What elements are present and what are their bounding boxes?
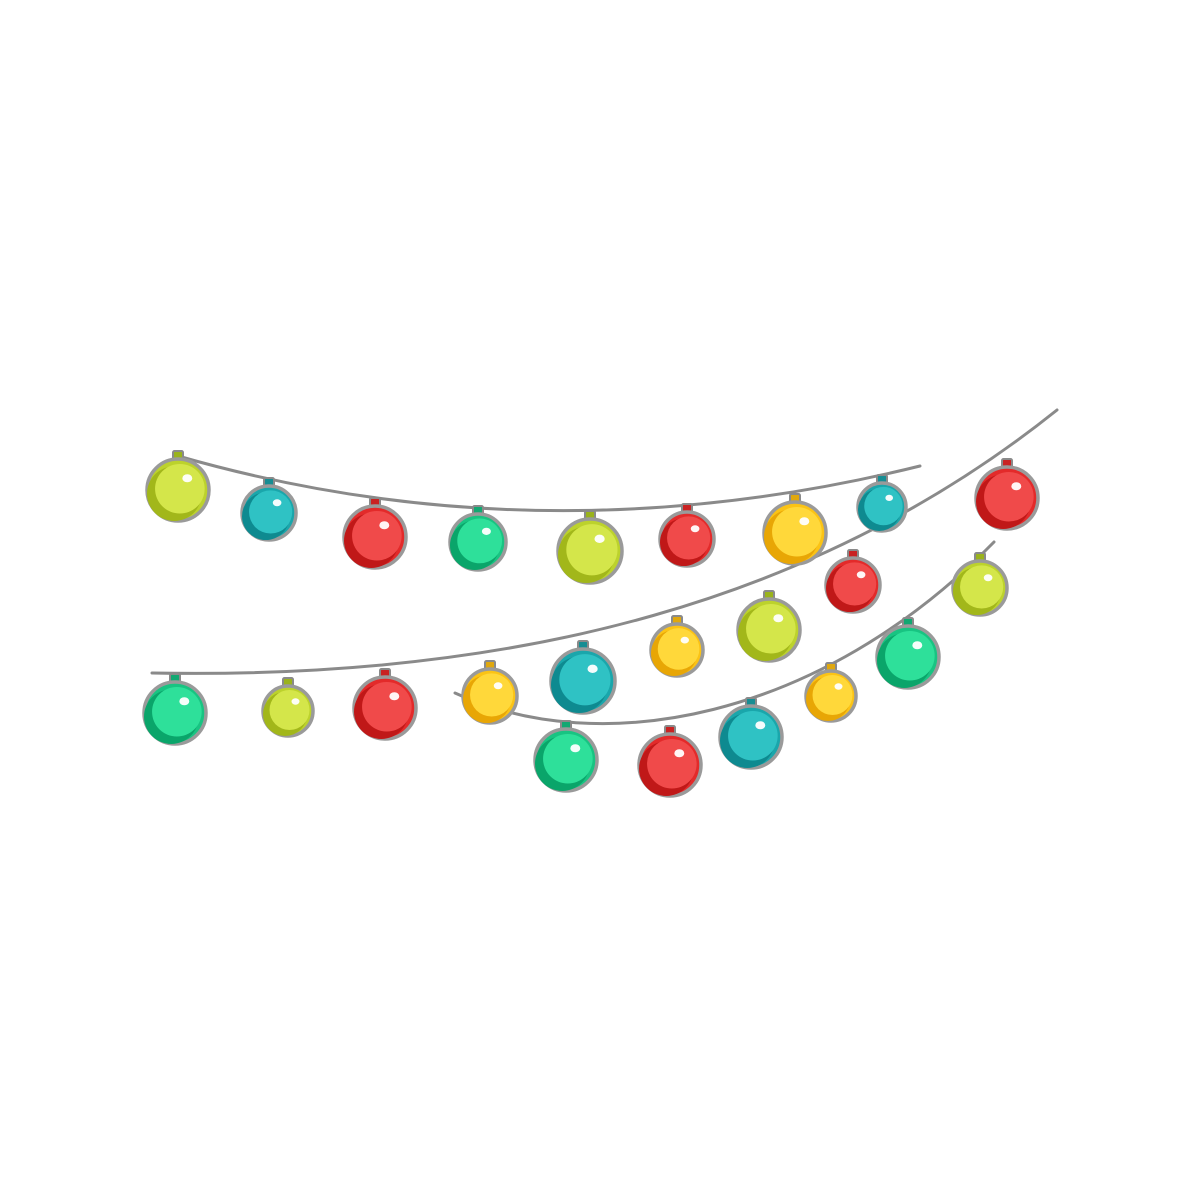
bulb-face [647,738,697,789]
bulb-face [772,506,822,557]
middle-garland-bulb-red [352,668,418,741]
bulb-face [559,654,611,706]
bulb-highlight [587,664,598,674]
bulb-highlight [690,525,700,533]
bulb-face [833,562,877,606]
bulb-highlight [182,474,193,483]
lower-garland-bulb-lime [951,552,1009,617]
bulb-highlight [674,749,685,758]
bulb-face [155,463,205,514]
bulb-face [885,630,935,681]
bulb-highlight [179,697,190,706]
bulb-highlight [481,527,491,535]
bulb-face [269,690,310,730]
middle-garland-bulb-lime [261,677,315,738]
bulb-face [566,524,618,576]
upper-garland-bulb-teal [856,474,908,533]
bulb-highlight [291,698,300,705]
lower-garland-bulb-green [875,617,941,690]
wires [150,408,1059,726]
bulb-face [746,603,796,654]
bulb-highlight [856,571,866,579]
middle-garland-bulb-green [142,673,208,746]
bulb-highlight [680,636,689,644]
bulb-highlight [379,521,390,530]
bulb-highlight [1011,482,1022,491]
upper-garland-bulb-red [658,503,716,568]
bulb-highlight [570,744,581,753]
middle-garland-bulbs [142,458,1040,746]
upper-garland-bulb-lime [556,510,624,585]
bulb-face [667,516,711,560]
bulb-highlight [834,683,843,690]
upper-garland-bulb-red [342,497,408,570]
middle-garland-bulb-teal [549,640,617,715]
bulb-face [728,710,778,761]
middle-garland-bulb-lime [736,590,802,663]
upper-garland-bulb-teal [240,477,298,542]
upper-garland-bulb-lime [145,450,211,523]
middle-garland-bulb-yellow [461,660,519,725]
bulb-highlight [493,682,503,690]
lower-garland-bulb-red [637,725,703,798]
bulb-highlight [389,692,400,701]
bulb-highlight [773,614,784,623]
bulb-face [249,490,293,534]
bulb-face [984,471,1034,522]
bulb-highlight [755,721,766,730]
lower-garland-bulb-yellow [804,662,858,723]
bulb-face [657,628,700,670]
bulb-highlight [885,494,894,501]
middle-garland-wire [150,408,1059,675]
bulb-highlight [799,517,810,526]
bulb-face [352,510,402,561]
bulb-face [470,673,514,717]
lower-garland-wire [453,540,996,726]
bulb-face [960,565,1004,609]
lower-garland-bulbs [533,552,1009,798]
bulb-face [812,675,853,715]
middle-garland-bulb-yellow [649,615,705,678]
bulb-highlight [272,499,282,507]
upper-garland-bulb-green [448,505,508,572]
bulb-face [152,686,202,737]
middle-garland-bulb-red [824,549,882,614]
upper-garland-wire [176,454,922,513]
bulb-face [457,518,503,564]
bulbs [142,450,1040,798]
middle-garland-bulb-red [974,458,1040,531]
upper-garland-bulbs [145,450,908,585]
bulb-highlight [983,574,993,582]
lower-garland-bulb-teal [718,697,784,770]
upper-garland-bulb-yellow [762,493,828,566]
bulb-face [864,486,903,526]
bulb-highlight [594,534,605,544]
lower-garland-bulb-green [533,720,599,793]
bulb-face [362,681,412,732]
bulb-highlight [912,641,923,650]
bulb-face [543,733,593,784]
